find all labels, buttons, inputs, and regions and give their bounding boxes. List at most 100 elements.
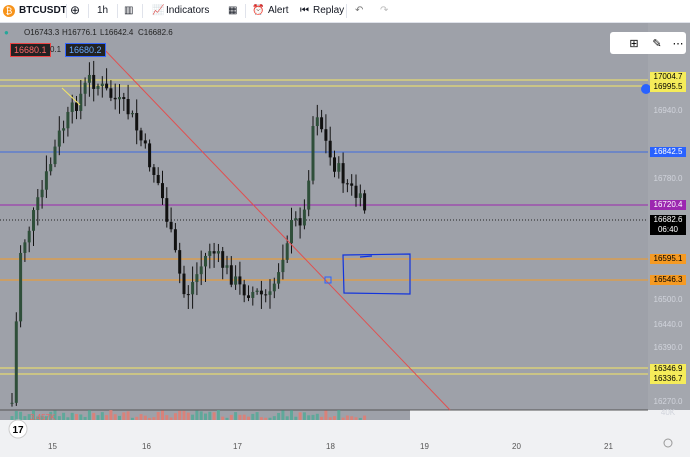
volume-bar	[259, 417, 263, 420]
candle-body	[298, 218, 302, 226]
candle-body	[40, 189, 44, 198]
price-label: 17004.7	[650, 72, 686, 82]
volume-tick: 40K	[660, 408, 676, 417]
volume-bar	[169, 417, 173, 420]
candle-body	[83, 82, 87, 94]
volume-label: 3.457K	[30, 413, 56, 422]
undo[interactable]: ↶	[355, 5, 364, 16]
plot-bg	[0, 23, 648, 410]
symbol[interactable]: BTCUSDT	[19, 5, 67, 16]
price-tick: 16940.0	[653, 106, 683, 115]
volume-bar	[354, 417, 358, 420]
volume-bar	[216, 410, 220, 420]
chart-type[interactable]: ▥	[124, 5, 134, 16]
candle-body	[118, 97, 121, 100]
candle-body	[333, 157, 336, 172]
volume-bar	[272, 416, 276, 420]
candle-body	[307, 180, 311, 210]
alert[interactable]: Alert	[268, 5, 289, 16]
candle-body	[272, 283, 276, 292]
volume-bar	[212, 412, 216, 420]
volume-bar	[221, 416, 225, 420]
candle-body	[161, 183, 164, 199]
interval[interactable]: 1h	[97, 5, 109, 16]
small-line	[61, 87, 81, 106]
volume-bar	[182, 410, 186, 420]
price-label: 16720.4	[650, 200, 686, 210]
volume-bar	[191, 414, 195, 420]
price-label: 16546.3	[650, 275, 686, 285]
alert-icon[interactable]: ⏰	[252, 5, 265, 16]
candle-body	[173, 229, 177, 251]
panel-icon[interactable]: ⊞	[629, 38, 638, 50]
ohlc-low-value: 16642.4	[104, 28, 134, 37]
candle-body	[53, 146, 57, 165]
volume-bar	[363, 415, 367, 420]
handle[interactable]	[324, 276, 332, 284]
buy-button[interactable]: 16680.2	[65, 43, 106, 57]
volume-bar	[251, 413, 255, 420]
volume-bar	[100, 412, 104, 420]
price-label: 16346.9	[650, 364, 686, 374]
alert-marker[interactable]	[641, 84, 651, 94]
settings[interactable]	[663, 438, 673, 448]
volume-bar	[57, 416, 61, 420]
candle-body	[242, 284, 246, 296]
indicators[interactable]: Indicators	[166, 5, 210, 16]
pen-icon[interactable]: ✎	[652, 38, 661, 50]
candle-body	[109, 88, 113, 98]
candle-body	[44, 171, 48, 190]
volume-bar	[122, 412, 126, 420]
candle-body	[49, 164, 53, 172]
candle-body	[186, 294, 190, 296]
price-tick: 16270.0	[653, 397, 683, 406]
candles	[10, 60, 367, 407]
more-icon[interactable]: ⋯	[673, 38, 684, 50]
volume-bar	[268, 417, 272, 420]
ohlc-low: L16642.4	[100, 28, 134, 37]
indicators-icon[interactable]: 📈	[152, 5, 165, 16]
candle-body	[66, 111, 70, 129]
replay[interactable]: Replay	[313, 5, 345, 16]
candle-body	[251, 291, 255, 298]
price-label: 16336.7	[650, 374, 686, 384]
candle-body	[285, 243, 289, 260]
time-label: 19	[420, 442, 429, 451]
tv-logo	[8, 419, 28, 439]
candle-body	[247, 295, 250, 298]
ohlc-close: C16682.6	[138, 28, 173, 37]
volume-bar	[298, 412, 302, 420]
price-tick: 16500.0	[653, 295, 683, 304]
volume-bar	[238, 414, 242, 420]
volume-bar	[49, 411, 53, 420]
candle-body	[10, 402, 14, 404]
volume-bar	[135, 416, 139, 420]
last-price: 16682.6	[650, 215, 686, 225]
volume-bar	[320, 416, 324, 420]
candle-body	[135, 113, 139, 131]
redo[interactable]: ↷	[380, 5, 389, 16]
replay-icon[interactable]: ⏮	[300, 5, 309, 16]
candle-body	[100, 83, 104, 86]
candle-body	[152, 167, 156, 175]
volume-bar	[302, 412, 306, 420]
candle-body	[87, 74, 91, 83]
candle-body	[143, 140, 147, 144]
volume-bar	[53, 410, 57, 420]
layouts[interactable]: ▦	[228, 5, 238, 16]
candle-body	[165, 198, 169, 222]
sell-button[interactable]: 16680.1	[10, 43, 51, 57]
volume-bar	[92, 412, 96, 420]
volume-bar	[109, 410, 113, 420]
candle-body	[62, 128, 66, 131]
add-symbol[interactable]: ⊕	[70, 3, 81, 17]
volume-bar	[23, 416, 27, 420]
volume-bar	[324, 410, 328, 420]
candle-body	[126, 99, 130, 115]
volume-bar	[27, 414, 31, 420]
candle-body	[169, 221, 173, 230]
volume-bar	[70, 412, 74, 420]
volume-bar	[290, 410, 293, 420]
countdown: 06:40	[650, 225, 686, 235]
